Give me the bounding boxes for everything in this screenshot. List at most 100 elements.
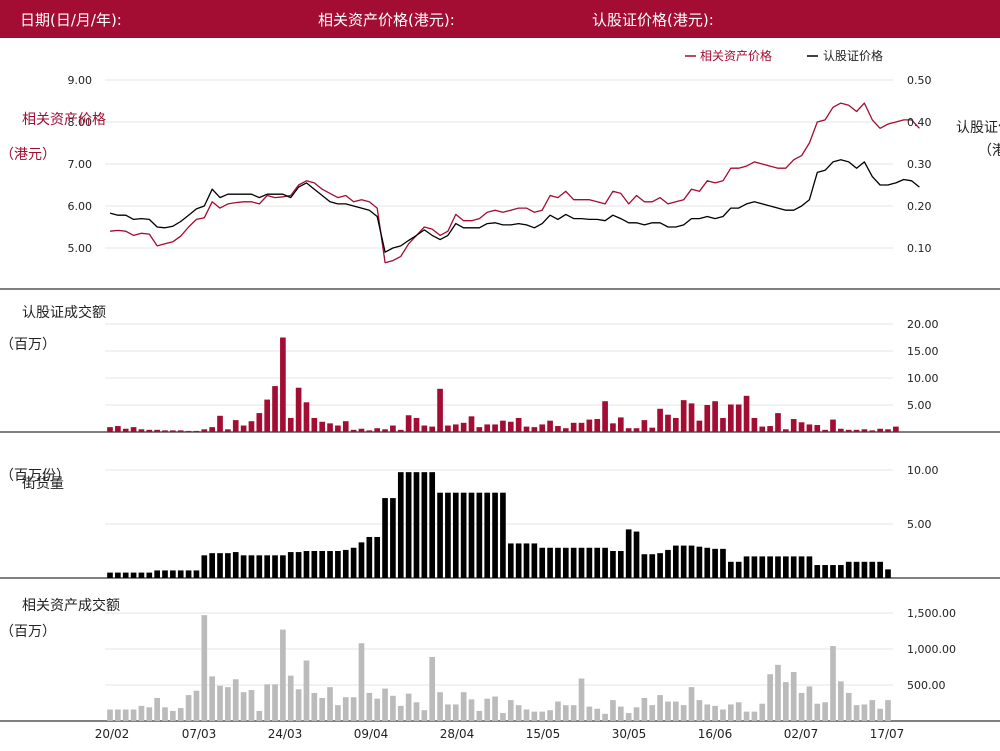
underlying-turnover-bar bbox=[311, 692, 318, 721]
header-bar: 日期(日/月/年): 相关资产价格(港元): 认股证价格(港元): bbox=[0, 0, 1000, 38]
underlying-turnover-bar bbox=[720, 709, 726, 721]
street-bar bbox=[358, 542, 365, 578]
warrant-turnover-bar bbox=[138, 429, 145, 432]
underlying-turnover-bar bbox=[555, 701, 561, 721]
underlying-turnover-bar bbox=[232, 679, 239, 721]
street-bar bbox=[366, 536, 373, 578]
underlying-turnover-bar bbox=[358, 643, 365, 721]
underlying-turnover-bar bbox=[272, 684, 278, 721]
warrant-turnover-bar bbox=[759, 426, 766, 432]
underlying-turnover-bar bbox=[209, 676, 215, 721]
warrant-turnover-bar bbox=[405, 415, 412, 432]
street-bar bbox=[232, 552, 239, 578]
underlying-turnover-bar bbox=[201, 615, 208, 721]
warrant-turnover-bar bbox=[845, 429, 852, 432]
warrant-turnover-bar bbox=[170, 430, 176, 432]
underlying-turnover-bar bbox=[680, 705, 687, 721]
warrant-turnover-bar bbox=[515, 417, 522, 432]
warrant-turnover-bar bbox=[154, 429, 160, 432]
street-bar bbox=[374, 536, 381, 578]
underlying-turnover-bar bbox=[775, 664, 781, 721]
street-bar bbox=[751, 556, 758, 578]
underlying-turnover-bar bbox=[743, 711, 750, 721]
underlying-turnover-bar bbox=[523, 709, 530, 721]
warrant-turnover-bar bbox=[209, 427, 215, 432]
underlying-turnover-bar bbox=[759, 703, 766, 721]
x-tick-label: 07/03 bbox=[182, 727, 217, 741]
warrant-turnover-bar bbox=[476, 427, 483, 432]
right-price-tick-label: 0.20 bbox=[907, 200, 932, 213]
underlying-turnover-bar bbox=[382, 688, 388, 721]
warrant-turnover-bar bbox=[861, 429, 868, 432]
left-price-tick-label: 9.00 bbox=[68, 74, 93, 87]
underlying-turnover-bar bbox=[869, 700, 876, 721]
warrant-turnover-bar bbox=[319, 421, 326, 432]
warrant-turnover-bar bbox=[500, 420, 506, 432]
warrant-turnover-tick-label: 5.00 bbox=[907, 399, 932, 412]
warrant-turnover-bar bbox=[460, 422, 467, 432]
underlying-turnover-bar bbox=[154, 697, 160, 721]
street-bar bbox=[138, 572, 145, 578]
warrant-turnover-bar bbox=[240, 425, 247, 432]
warrant-turnover-bar bbox=[539, 424, 546, 432]
street-bar bbox=[390, 498, 396, 578]
street-bar bbox=[704, 547, 711, 578]
x-tick-label: 09/04 bbox=[354, 727, 389, 741]
warrant-turnover-bar bbox=[783, 429, 789, 432]
street-bar bbox=[130, 572, 137, 578]
warrant-turnover-bar bbox=[665, 414, 671, 432]
underlying-turnover-bar bbox=[217, 685, 223, 721]
warrant-turnover-bar bbox=[617, 417, 624, 432]
warrant-turnover-tick-label: 10.00 bbox=[907, 372, 939, 385]
right-price-tick-label: 0.30 bbox=[907, 158, 932, 171]
warrant-turnover-bar bbox=[680, 400, 687, 432]
warrant-turnover-bar bbox=[625, 428, 632, 432]
warrant-turnover-bar bbox=[335, 425, 341, 432]
x-tick-label: 02/07 bbox=[784, 727, 819, 741]
street-bar bbox=[217, 553, 223, 578]
warrant-turnover-bar bbox=[720, 417, 726, 432]
legend-label-underlying: 相关资产价格 bbox=[700, 48, 772, 63]
underlying-turnover-bar bbox=[452, 704, 459, 721]
underlying-turnover-bar bbox=[350, 697, 357, 721]
warrant-turnover-bar bbox=[523, 426, 530, 432]
street-bar bbox=[696, 546, 703, 578]
underlying-turnover-bar bbox=[814, 703, 821, 721]
warrant-turnover-bar bbox=[696, 420, 703, 432]
street-bar bbox=[672, 545, 679, 578]
warrant-turnover-bar bbox=[350, 429, 357, 432]
warrant-turnover-bar bbox=[728, 404, 734, 432]
warrant-turnover-bar bbox=[217, 415, 223, 432]
warrant-turnover-bar bbox=[594, 419, 601, 432]
warrant-turnover-bar bbox=[445, 425, 451, 432]
underlying-turnover-bar bbox=[657, 695, 663, 721]
street-bar bbox=[468, 492, 475, 578]
underlying-turnover-bar bbox=[162, 707, 168, 721]
warrant-turnover-bar bbox=[602, 401, 608, 432]
street-bar bbox=[688, 545, 695, 578]
street-bar bbox=[838, 565, 844, 578]
warrant-turnover-bar bbox=[130, 427, 137, 432]
underlying-turnover-bar bbox=[130, 709, 137, 721]
street-bar bbox=[421, 472, 428, 578]
street-bar bbox=[767, 556, 773, 578]
street-bar bbox=[728, 561, 734, 578]
street-bar bbox=[649, 554, 656, 578]
warrant-turnover-bar bbox=[484, 424, 491, 432]
warrant-turnover-bar bbox=[397, 429, 404, 432]
street-bar bbox=[617, 551, 624, 578]
street-tick-label: 10.00 bbox=[907, 464, 939, 477]
warrant-turnover-bar bbox=[162, 430, 168, 432]
warrant-turnover-bar bbox=[264, 399, 270, 432]
street-bar bbox=[303, 551, 310, 578]
underlying-turnover-bar bbox=[885, 700, 891, 721]
warrant-turnover-bar bbox=[531, 427, 538, 432]
underlying-turnover-tick-label: 500.00 bbox=[907, 679, 946, 692]
underlying-turnover-bar bbox=[798, 692, 805, 721]
street-bar bbox=[515, 543, 522, 578]
warrant-turnover-axis-unit: （百万） bbox=[0, 337, 56, 353]
underlying-turnover-bar bbox=[735, 702, 742, 721]
legend: 相关资产价格 认股证价格 bbox=[685, 48, 883, 63]
underlying-turnover-axis-title: 相关资产成交额 bbox=[22, 598, 120, 614]
underlying-turnover-bar bbox=[303, 660, 310, 721]
